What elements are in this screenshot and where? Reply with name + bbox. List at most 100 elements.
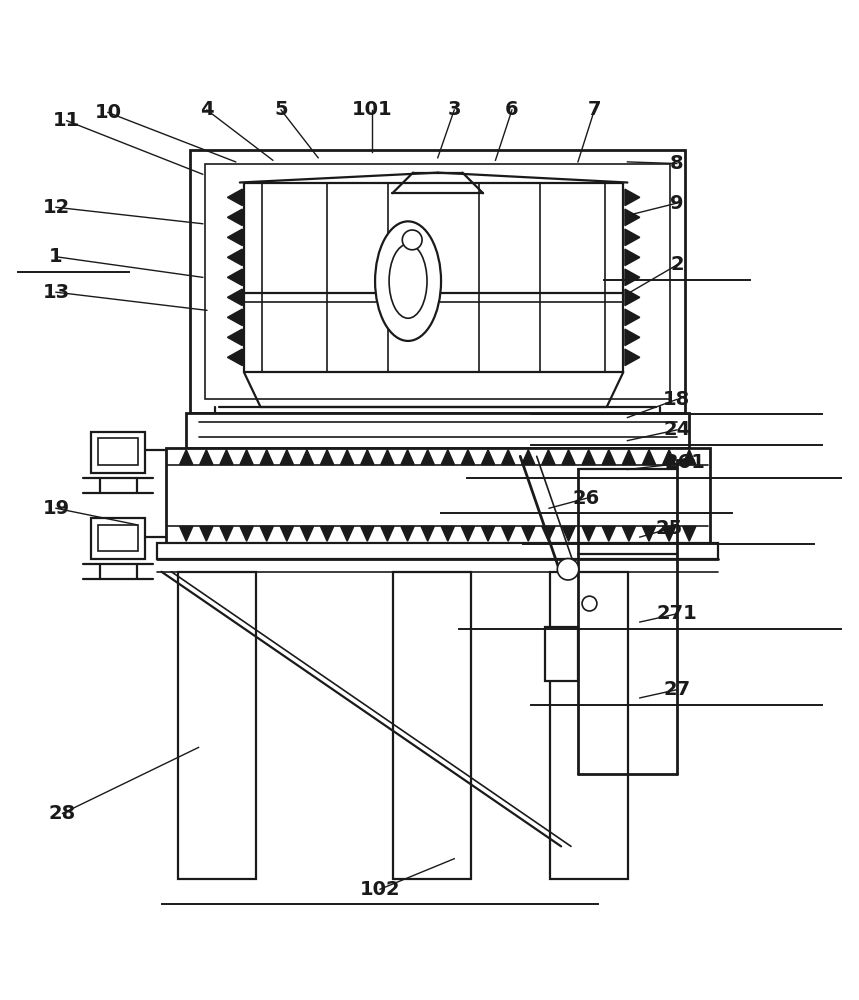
Bar <box>178 572 256 879</box>
Bar <box>191 150 685 413</box>
Polygon shape <box>481 450 495 465</box>
Circle shape <box>582 596 597 611</box>
Text: 102: 102 <box>360 880 400 899</box>
Text: 24: 24 <box>663 420 691 439</box>
Polygon shape <box>361 526 374 541</box>
Polygon shape <box>562 526 576 541</box>
Polygon shape <box>521 526 535 541</box>
Polygon shape <box>381 526 394 541</box>
Ellipse shape <box>389 244 427 318</box>
Polygon shape <box>228 229 242 246</box>
Polygon shape <box>625 349 640 366</box>
Polygon shape <box>643 450 655 465</box>
Text: 5: 5 <box>274 100 288 119</box>
Polygon shape <box>461 526 474 541</box>
Text: 271: 271 <box>656 604 698 623</box>
Polygon shape <box>301 450 314 465</box>
Polygon shape <box>228 249 242 266</box>
Polygon shape <box>662 526 676 541</box>
Polygon shape <box>542 526 555 541</box>
Polygon shape <box>622 450 636 465</box>
Polygon shape <box>240 450 253 465</box>
Polygon shape <box>602 526 615 541</box>
Polygon shape <box>280 450 294 465</box>
Polygon shape <box>200 526 213 541</box>
Polygon shape <box>381 450 394 465</box>
Polygon shape <box>683 526 696 541</box>
Polygon shape <box>401 450 414 465</box>
Polygon shape <box>643 526 655 541</box>
Bar <box>545 627 578 681</box>
Text: 101: 101 <box>351 100 392 119</box>
Text: 27: 27 <box>663 680 691 699</box>
Polygon shape <box>502 526 515 541</box>
Polygon shape <box>200 450 213 465</box>
Polygon shape <box>341 526 354 541</box>
Polygon shape <box>442 450 454 465</box>
Text: 11: 11 <box>53 111 80 130</box>
Polygon shape <box>260 450 273 465</box>
Bar <box>393 572 472 879</box>
Polygon shape <box>280 526 294 541</box>
Bar <box>91 432 145 473</box>
Polygon shape <box>220 526 233 541</box>
Polygon shape <box>421 450 435 465</box>
Polygon shape <box>521 450 535 465</box>
Circle shape <box>402 230 422 250</box>
Ellipse shape <box>375 221 441 341</box>
Polygon shape <box>240 526 253 541</box>
Polygon shape <box>421 526 435 541</box>
Polygon shape <box>361 450 374 465</box>
Polygon shape <box>502 450 515 465</box>
Text: 26: 26 <box>573 489 600 508</box>
Text: 6: 6 <box>505 100 519 119</box>
Text: 8: 8 <box>670 154 684 173</box>
Polygon shape <box>481 526 495 541</box>
Polygon shape <box>602 450 615 465</box>
Bar <box>157 543 718 559</box>
Bar <box>166 448 710 543</box>
Polygon shape <box>625 289 640 306</box>
Polygon shape <box>625 329 640 346</box>
Bar <box>98 525 138 551</box>
Polygon shape <box>341 450 354 465</box>
Polygon shape <box>562 450 576 465</box>
Bar <box>91 518 145 559</box>
Bar <box>550 572 628 879</box>
Polygon shape <box>625 189 640 206</box>
Text: 7: 7 <box>588 100 601 119</box>
Bar <box>205 164 670 399</box>
Polygon shape <box>228 349 242 366</box>
Polygon shape <box>228 269 242 286</box>
Bar <box>98 438 138 465</box>
Polygon shape <box>180 526 192 541</box>
Polygon shape <box>662 450 676 465</box>
Text: 4: 4 <box>200 100 214 119</box>
Polygon shape <box>220 450 233 465</box>
Polygon shape <box>625 249 640 266</box>
Text: 10: 10 <box>94 103 121 122</box>
Polygon shape <box>320 526 333 541</box>
Polygon shape <box>260 526 273 541</box>
Text: 12: 12 <box>42 198 70 217</box>
Text: 1: 1 <box>49 247 63 266</box>
Polygon shape <box>320 450 333 465</box>
Polygon shape <box>228 209 242 226</box>
Polygon shape <box>622 526 636 541</box>
Polygon shape <box>228 189 242 206</box>
Polygon shape <box>401 526 414 541</box>
Polygon shape <box>228 289 242 306</box>
Text: 13: 13 <box>42 283 70 302</box>
Text: 261: 261 <box>665 453 705 472</box>
Text: 19: 19 <box>42 499 70 518</box>
Text: 2: 2 <box>670 255 684 274</box>
Polygon shape <box>228 329 242 346</box>
Polygon shape <box>228 309 242 326</box>
Polygon shape <box>180 450 192 465</box>
Bar <box>186 413 689 448</box>
Polygon shape <box>442 526 454 541</box>
Polygon shape <box>301 526 314 541</box>
Text: 18: 18 <box>663 390 691 409</box>
Polygon shape <box>625 229 640 246</box>
Polygon shape <box>582 450 595 465</box>
